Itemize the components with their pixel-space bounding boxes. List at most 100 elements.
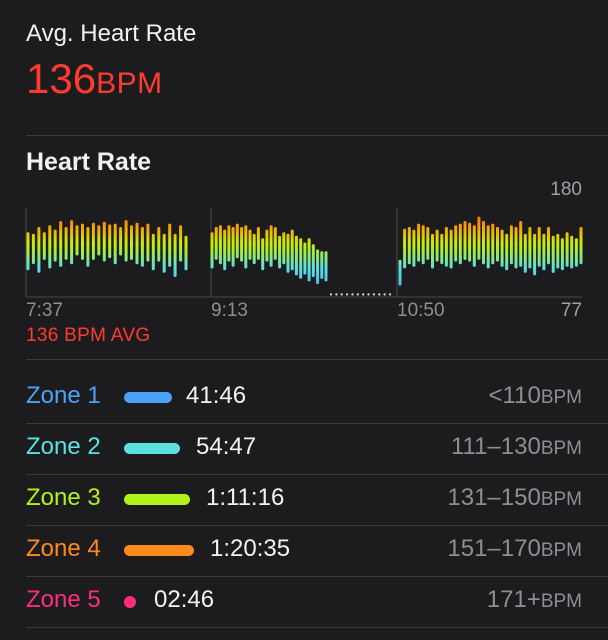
heart-rate-bar [537,227,541,267]
chart-x-tick-3: 10:50 [397,300,445,321]
heart-rate-bar [482,221,485,265]
avg-value-number: 136 [26,55,97,102]
heart-rate-bar [53,229,57,262]
heart-rate-bar [244,225,248,269]
zone-range-value: 131–150 [447,484,541,511]
heart-rate-bar [269,225,273,267]
zone-name: Zone 4 [26,535,101,562]
heart-rate-gap-dot [367,293,370,296]
heart-rate-gap-dot [388,293,392,296]
zone-range-unit: BPM [540,489,582,510]
heart-rate-bar [486,225,490,269]
divider [26,576,608,577]
heart-rate-bar [579,227,583,265]
heart-rate-bar [565,232,569,267]
heart-rate-gap-dot [383,293,386,296]
zone-time: 1:20:35 [210,535,291,562]
zone-row-3: Zone 3 1:11:16 131–150BPM [0,476,608,526]
heart-rate-bar [560,238,564,271]
heart-rate-bar [431,233,434,269]
heart-rate-bar [303,242,307,275]
heart-rate-bar [108,224,112,259]
heart-rate-bar [151,233,155,271]
heart-rate-bar [48,225,52,269]
heart-rate-bar [256,227,260,260]
avg-value-unit: BPM [96,67,163,100]
heart-rate-bar [324,251,328,282]
heart-rate-bar [435,229,439,262]
heart-rate-gap-dot [372,293,376,296]
heart-rate-bar [179,225,183,262]
divider [26,359,608,360]
heart-rate-gap-dot [335,293,338,296]
heart-rate-bar [523,233,527,273]
zone-range-unit: BPM [540,387,582,408]
heart-rate-bar [505,233,509,271]
heart-rate-bar [214,227,218,260]
heart-rate-bar [294,235,298,276]
zone-range: 171+BPM [487,586,582,614]
heart-rate-bar [184,235,188,271]
heart-rate-bar [102,221,106,262]
heart-rate-bar [173,233,177,278]
zone-name: Zone 1 [26,382,101,409]
divider [26,135,608,136]
heart-rate-bar [265,229,269,262]
heart-rate-bar [157,227,161,262]
heart-rate-bar [75,225,79,256]
zone-time: 41:46 [186,382,247,409]
zone-range: 111–130BPM [451,433,582,461]
heart-rate-bar [496,227,499,262]
divider [26,525,608,526]
heart-rate-bar [37,227,41,273]
heart-rate-bar [210,232,214,269]
heart-rate-bar [218,225,222,265]
heart-rate-bar [286,233,290,273]
chart-x-tick-2: 9:13 [211,300,248,321]
heart-rate-bar [59,221,63,267]
heart-rate-bar [146,223,150,262]
zone-time: 54:47 [196,433,257,460]
heart-rate-bar [135,222,139,265]
heart-rate-bar [26,232,30,271]
heart-rate-bar [248,229,252,260]
heart-rate-bar [124,220,128,262]
zone-range-unit: BPM [540,438,582,459]
heart-rate-bar [97,225,101,256]
heart-rate-bar [519,221,523,267]
heart-rate-bar [551,235,555,273]
zone-row-5: Zone 5 02:46 171+BPM [0,578,608,628]
zone-row-1: Zone 1 41:46 <110BPM [0,374,608,424]
heart-rate-bar [140,227,144,267]
heart-rate-bar [168,223,172,267]
zone-bar [124,392,172,403]
heart-rate-bar [290,229,294,271]
heart-rate-bar [570,235,574,269]
heart-rate-bar [70,220,74,265]
heart-rate-gap-dot [345,293,349,296]
heart-rate-bar [278,235,282,269]
zone-range-value: 151–170 [447,535,541,562]
zone-time: 02:46 [154,586,215,613]
heart-rate-bar [252,233,256,265]
heart-rate-bar [311,244,315,278]
heart-rate-bar [491,223,495,265]
heart-rate-bar [463,221,467,260]
heart-rate-bar [113,223,117,265]
heart-rate-bar [440,233,444,265]
heart-rate-bar [542,233,546,271]
heart-rate-bar [307,238,311,282]
heart-rate-bar [421,225,425,265]
zone-range: <110BPM [489,382,582,410]
divider [26,474,608,475]
heart-rate-bar [162,233,166,273]
heart-rate-bar [509,225,513,265]
heart-rate-bar [454,225,458,262]
heart-rate-gap-dot [362,293,365,296]
zone-bar [124,494,190,505]
zone-range: 151–170BPM [447,535,582,563]
chart-y-max-label: 180 [550,179,582,200]
zone-bar [124,443,180,454]
heart-rate-bar [91,222,95,260]
chart-avg-label: 136 BPM AVG [26,325,151,346]
